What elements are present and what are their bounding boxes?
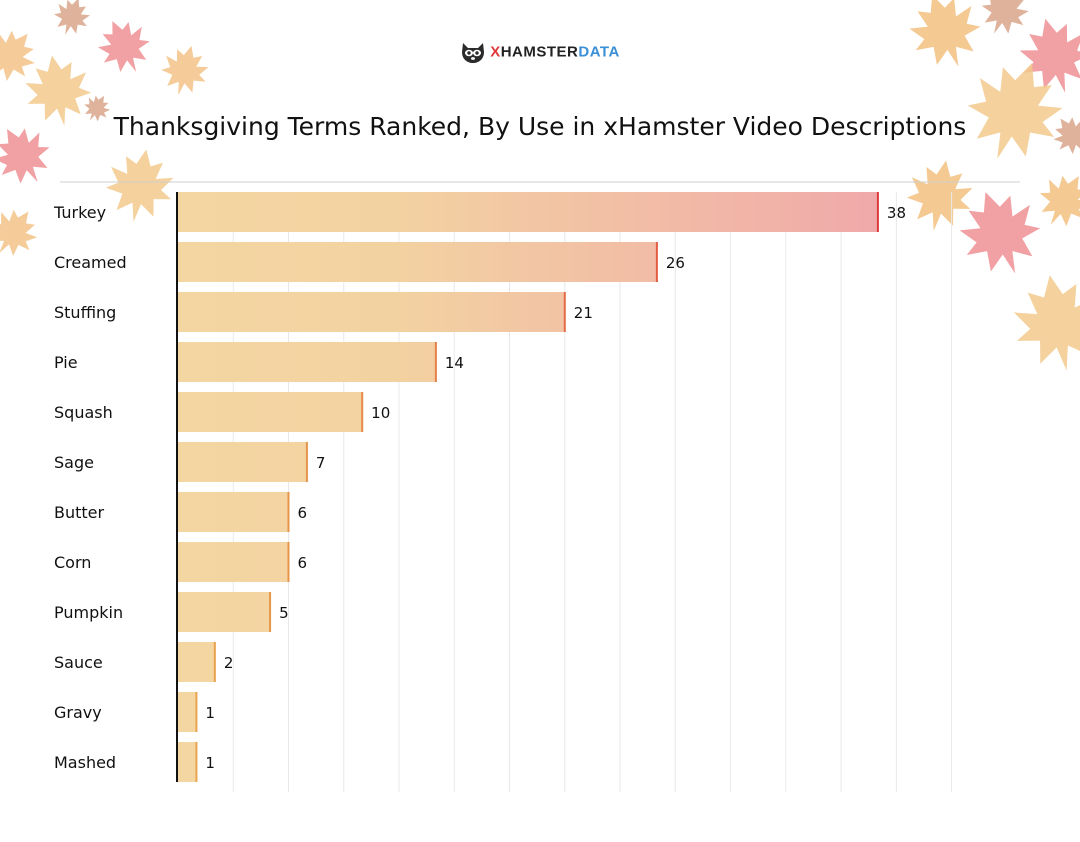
- brand-x-letter: X: [490, 43, 501, 61]
- bar: [178, 492, 289, 532]
- category-label: Stuffing: [54, 303, 116, 322]
- value-label: 21: [574, 304, 593, 322]
- brand-name-data: DATA: [578, 43, 620, 61]
- value-label: 38: [887, 204, 906, 222]
- value-label: 5: [279, 604, 289, 622]
- chart-title: Thanksgiving Terms Ranked, By Use in xHa…: [113, 112, 967, 141]
- bar: [178, 642, 215, 682]
- value-label: 6: [298, 554, 308, 572]
- bar: [178, 342, 436, 382]
- raccoon-mascot-icon: [462, 43, 485, 63]
- value-label: 10: [371, 404, 390, 422]
- value-label: 14: [445, 354, 464, 372]
- category-label: Pie: [54, 353, 78, 372]
- category-label: Butter: [54, 503, 105, 522]
- brand-name-hamster: HAMSTER: [500, 43, 579, 61]
- category-label: Mashed: [54, 753, 116, 772]
- bar: [178, 692, 197, 732]
- brand-logo: XHAMSTERDATA: [0, 40, 1080, 64]
- category-label: Pumpkin: [54, 603, 123, 622]
- category-label: Sage: [54, 453, 94, 472]
- value-label: 2: [224, 654, 234, 672]
- bar: [178, 592, 271, 632]
- category-labels: Turkey Creamed Stuffing Pie Squash Sage Butter…: [53, 203, 127, 772]
- category-label: Sauce: [54, 653, 103, 672]
- value-label: 6: [298, 504, 308, 522]
- bar: [178, 392, 363, 432]
- category-label: Turkey: [53, 203, 106, 222]
- category-label: Creamed: [54, 253, 127, 272]
- bar: [178, 542, 289, 582]
- bar: [178, 192, 878, 232]
- category-label: Squash: [54, 403, 113, 422]
- category-label: Corn: [54, 553, 91, 572]
- bar: [178, 442, 307, 482]
- value-label: 1: [205, 754, 215, 772]
- bar: [178, 742, 197, 782]
- bar: [178, 242, 657, 282]
- value-label: 26: [666, 254, 685, 272]
- value-label: 7: [316, 454, 326, 472]
- category-label: Gravy: [54, 703, 102, 722]
- bar: [178, 292, 565, 332]
- value-label: 1: [205, 704, 215, 722]
- bars: [178, 192, 879, 782]
